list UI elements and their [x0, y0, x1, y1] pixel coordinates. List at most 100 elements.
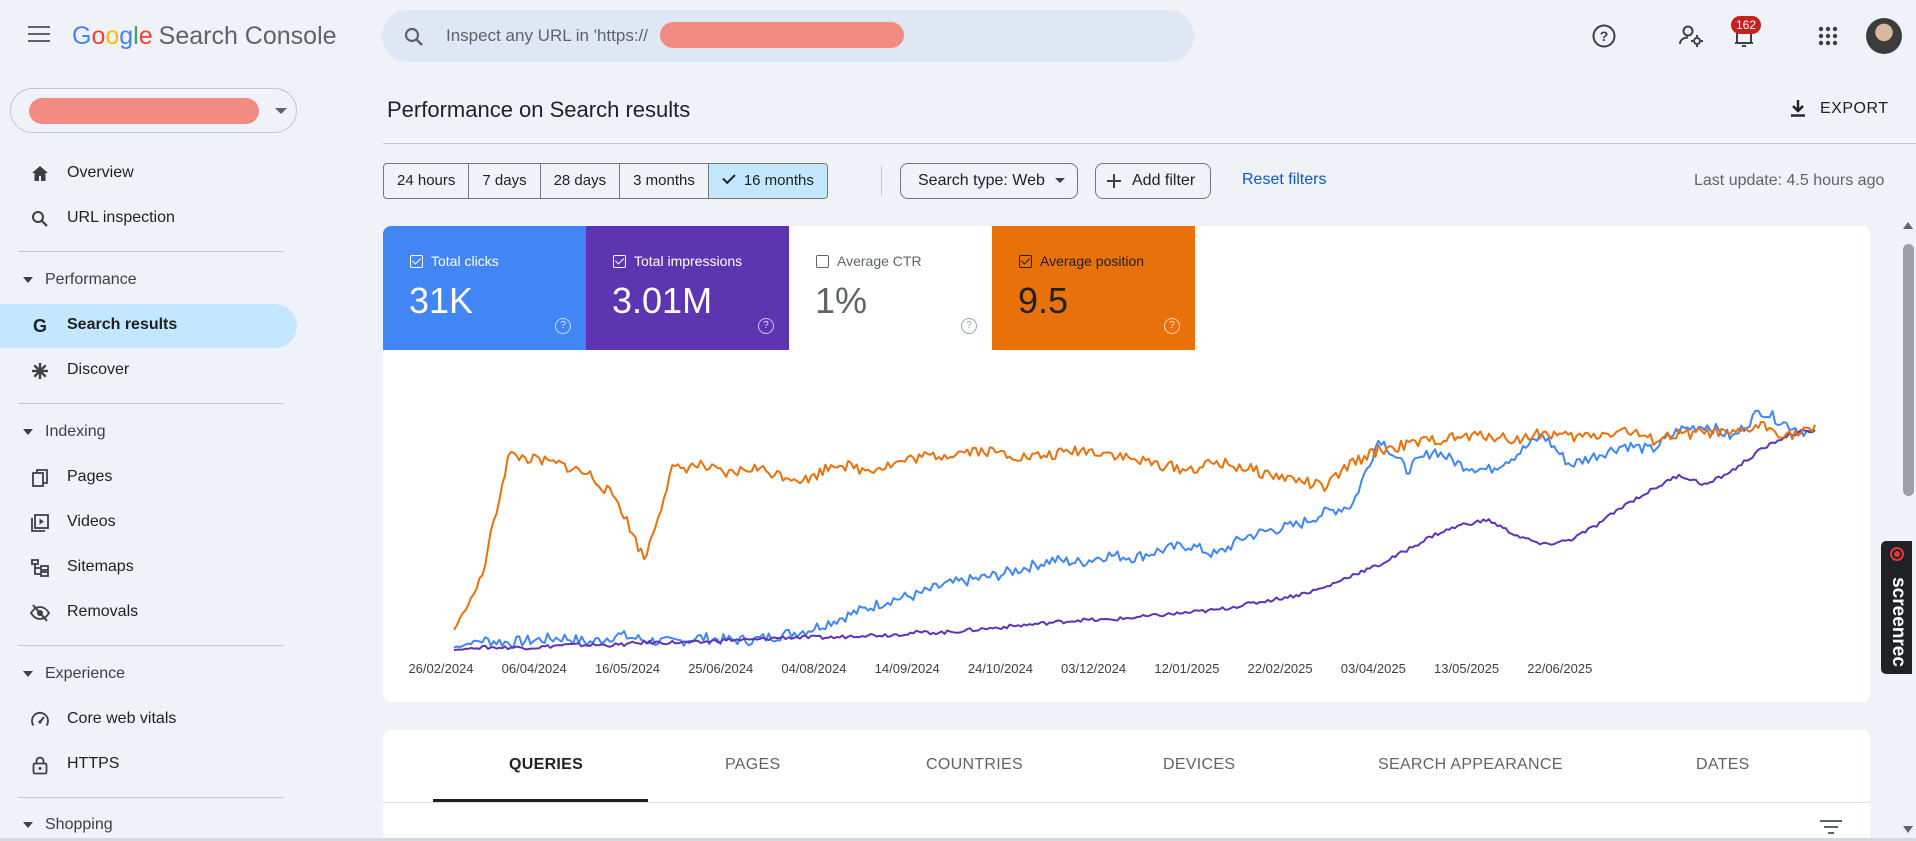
- pages-icon: [32, 469, 48, 487]
- sidebar-item-pages[interactable]: Pages: [0, 456, 297, 500]
- dimension-tabs-card: QUERIES PAGES COUNTRIES DEVICES SEARCH A…: [383, 730, 1870, 841]
- metric-total-impressions[interactable]: Total impressions 3.01M ?: [586, 226, 789, 350]
- sidebar-item-url-inspection[interactable]: URL inspection: [0, 197, 297, 241]
- account-avatar[interactable]: [1866, 18, 1902, 54]
- lock-icon: [32, 756, 48, 775]
- sidebar-section-shopping[interactable]: Shopping: [0, 812, 297, 841]
- help-icon[interactable]: ?: [555, 318, 571, 334]
- sidebar-item-videos[interactable]: Videos: [0, 501, 297, 545]
- bottom-edge: [0, 838, 1916, 841]
- download-icon: [1791, 100, 1805, 117]
- sidebar-divider: [18, 797, 284, 798]
- help-icon[interactable]: ?: [1164, 318, 1180, 334]
- header-divider: [383, 143, 1916, 144]
- checkbox-unchecked-icon: [816, 255, 829, 268]
- date-range-28-days[interactable]: 28 days: [541, 164, 621, 198]
- sidebar-item-overview[interactable]: Overview: [0, 152, 297, 196]
- x-tick-label: 22/02/2025: [1248, 661, 1313, 676]
- x-tick-label: 13/05/2025: [1434, 661, 1499, 676]
- page-scrollbar[interactable]: [1900, 218, 1916, 841]
- search-icon: [404, 27, 423, 46]
- help-icon[interactable]: ?: [758, 318, 774, 334]
- help-icon[interactable]: ?: [961, 318, 977, 334]
- scroll-down-arrow-icon[interactable]: [1903, 826, 1913, 833]
- series-line-total-clicks[interactable]: [453, 409, 1816, 649]
- property-selector[interactable]: [10, 88, 297, 133]
- sidebar-section-performance[interactable]: Performance: [0, 267, 297, 297]
- metric-value: 31K: [409, 280, 474, 321]
- redacted-domain: [660, 22, 904, 48]
- performance-line-chart[interactable]: 26/02/2024 06/04/2024 16/05/2024 25/06/2024…: [383, 350, 1870, 702]
- date-range-selector: 24 hours 7 days 28 days 3 months 16 mont…: [383, 163, 828, 199]
- metric-value: 3.01M: [612, 280, 713, 321]
- metric-total-clicks[interactable]: Total clicks 31K ?: [383, 226, 586, 350]
- metric-average-ctr[interactable]: Average CTR 1% ?: [789, 226, 992, 350]
- tab-search-appearance[interactable]: SEARCH APPEARANCE: [1378, 756, 1563, 773]
- x-tick-label: 04/08/2024: [781, 661, 846, 676]
- eye-off-icon: [30, 604, 50, 622]
- search-type-dropdown[interactable]: Search type: Web: [900, 163, 1078, 199]
- date-range-7-days[interactable]: 7 days: [469, 164, 541, 198]
- video-icon: [31, 514, 49, 532]
- x-tick-label: 03/04/2025: [1341, 661, 1406, 676]
- date-range-16-months[interactable]: 16 months: [708, 164, 827, 198]
- sidebar-section-experience[interactable]: Experience: [0, 661, 297, 691]
- page-title: Performance on Search results: [387, 97, 691, 122]
- checkbox-checked-icon: [410, 255, 423, 268]
- sidebar-divider: [18, 251, 284, 252]
- series-line-average-position[interactable]: [453, 421, 1816, 631]
- series-line-total-impressions[interactable]: [453, 429, 1816, 651]
- sidebar-item-removals[interactable]: Removals: [0, 591, 297, 635]
- tab-pages[interactable]: PAGES: [725, 756, 781, 773]
- scroll-up-arrow-icon[interactable]: [1903, 222, 1913, 229]
- date-range-3-months[interactable]: 3 months: [620, 164, 709, 198]
- filter-rows-icon[interactable]: [1820, 820, 1842, 836]
- product-name: Search Console: [158, 22, 337, 50]
- main-menu-icon[interactable]: [28, 26, 50, 44]
- sidebar-section-indexing[interactable]: Indexing: [0, 419, 297, 449]
- caret-down-icon: [1054, 178, 1065, 183]
- tab-countries[interactable]: COUNTRIES: [926, 756, 1023, 773]
- metric-average-position[interactable]: Average position 9.5 ?: [992, 226, 1195, 350]
- sitemap-icon: [31, 559, 49, 577]
- sidebar-item-search-results[interactable]: G Search results: [0, 304, 297, 348]
- tab-devices[interactable]: DEVICES: [1163, 756, 1236, 773]
- check-icon: [722, 170, 736, 185]
- caret-down-icon: [23, 429, 33, 435]
- sidebar-divider: [18, 645, 284, 646]
- gauge-icon: [31, 712, 49, 727]
- x-tick-label: 03/12/2024: [1061, 661, 1126, 676]
- reset-filters-link[interactable]: Reset filters: [1242, 171, 1327, 188]
- sidebar-item-https[interactable]: HTTPS: [0, 743, 297, 787]
- x-tick-label: 26/02/2024: [408, 661, 473, 676]
- x-tick-label: 25/06/2024: [688, 661, 753, 676]
- screenrec-recording-badge[interactable]: screenrec: [1881, 541, 1912, 674]
- date-range-24-hours[interactable]: 24 hours: [384, 164, 470, 198]
- tab-queries[interactable]: QUERIES: [509, 756, 584, 773]
- record-icon: [1890, 547, 1904, 561]
- tab-dates[interactable]: DATES: [1696, 756, 1750, 773]
- scrollbar-thumb[interactable]: [1903, 244, 1914, 496]
- checkbox-checked-icon: [1019, 255, 1032, 268]
- apps-grid-icon[interactable]: [1814, 22, 1842, 50]
- search-console-logo[interactable]: Google Search Console: [72, 22, 337, 50]
- active-tab-indicator: [433, 799, 648, 802]
- redacted-property-name: [29, 98, 259, 124]
- sidebar-item-core-web-vitals[interactable]: Core web vitals: [0, 698, 297, 742]
- url-inspection-search[interactable]: [382, 10, 1194, 62]
- svg-text:G: G: [33, 316, 47, 336]
- caret-down-icon: [23, 822, 33, 828]
- sidebar-item-sitemaps[interactable]: Sitemaps: [0, 546, 297, 590]
- last-update-text: Last update: 4.5 hours ago: [1694, 172, 1885, 189]
- metric-value: 9.5: [1018, 280, 1069, 321]
- x-tick-label: 06/04/2024: [502, 661, 567, 676]
- help-icon[interactable]: ?: [1590, 22, 1618, 50]
- manage-users-icon[interactable]: [1677, 22, 1705, 50]
- checkbox-checked-icon: [613, 255, 626, 268]
- plus-icon: [1107, 174, 1121, 188]
- asterisk-icon: [32, 363, 48, 379]
- x-tick-label: 24/10/2024: [968, 661, 1033, 676]
- add-filter-button[interactable]: Add filter: [1095, 163, 1212, 199]
- sidebar-item-discover[interactable]: Discover: [0, 349, 297, 393]
